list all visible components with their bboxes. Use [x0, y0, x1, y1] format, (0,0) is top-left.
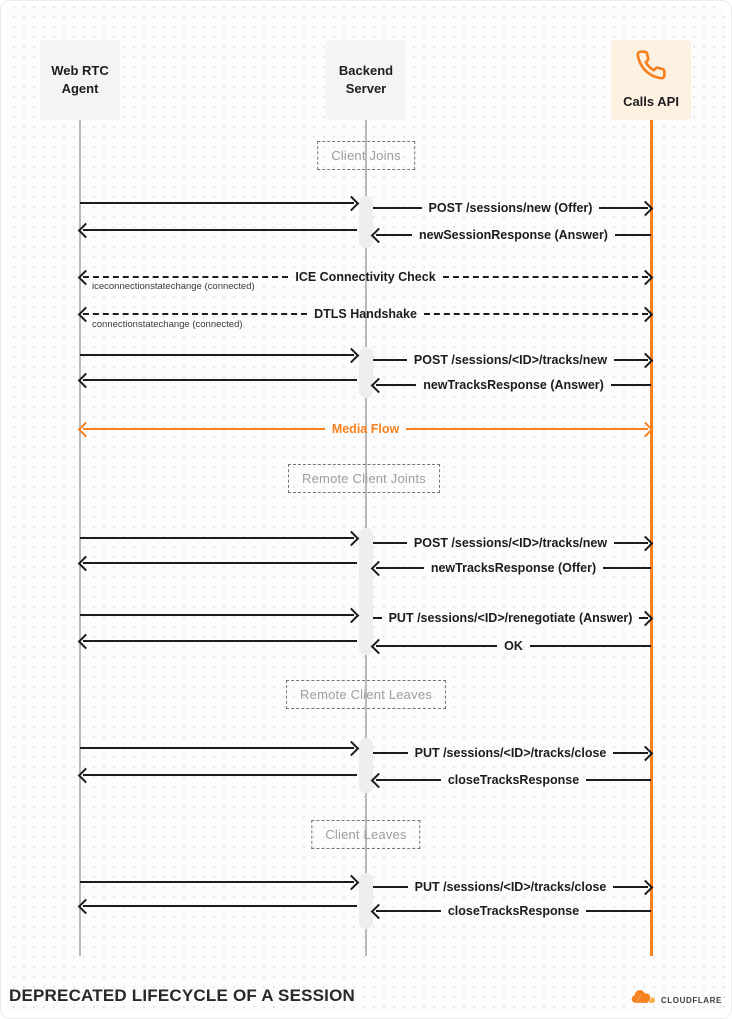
message-arrow-segment: closeTracksResponse [370, 770, 652, 790]
activation-bar [359, 528, 373, 655]
arrowhead-right-icon [637, 610, 654, 626]
arrowhead-left-icon [77, 372, 94, 388]
cloudflare-logo-icon [630, 990, 657, 1010]
message-arrow-segment [80, 738, 360, 758]
actor-backend-server: Backend Server [326, 40, 406, 120]
cloudflare-brand: CLOUDFLARE [630, 990, 722, 1010]
arrowhead-right-icon [637, 879, 654, 895]
arrowhead-right-icon [637, 421, 654, 437]
message-arrow-segment [80, 345, 360, 365]
arrowhead-left-icon [77, 222, 94, 238]
message-label: POST /sessions/<ID>/tracks/new [413, 536, 608, 550]
message-label: DTLS Handshake [314, 307, 417, 321]
message-label: PUT /sessions/<ID>/renegotiate (Answer) [388, 611, 633, 625]
message-label: PUT /sessions/<ID>/tracks/close [414, 880, 607, 894]
arrowhead-left-icon [370, 772, 387, 788]
message-arrow-segment [77, 553, 357, 573]
arrowhead-right-icon [343, 607, 360, 623]
section-remote-client-joints: Remote Client Joints [288, 464, 440, 493]
message-label: newTracksResponse (Offer) [430, 561, 597, 575]
message-arrow-segment: POST /sessions/<ID>/tracks/new [373, 350, 654, 370]
message-label: OK [504, 639, 523, 653]
arrowhead-right-icon [343, 347, 360, 363]
arrowhead-right-icon [637, 535, 654, 551]
message-label: POST /sessions/<ID>/tracks/new [413, 353, 608, 367]
section-remote-client-leaves: Remote Client Leaves [286, 680, 446, 709]
arrowhead-right-icon [343, 195, 360, 211]
message-arrow-segment: newSessionResponse (Answer) [370, 225, 652, 245]
message-arrow-segment [80, 193, 360, 213]
message-label: closeTracksResponse [447, 904, 580, 918]
arrowhead-right-icon [343, 740, 360, 756]
message-label: Media Flow [331, 422, 400, 436]
arrowhead-right-icon [637, 745, 654, 761]
arrowhead-left-icon [77, 767, 94, 783]
message-label: newSessionResponse (Answer) [419, 228, 608, 242]
arrowhead-left-icon [370, 227, 387, 243]
arrowhead-left-icon [77, 269, 94, 285]
activation-bar [359, 873, 373, 929]
arrowhead-left-icon [77, 306, 94, 322]
message-label: closeTracksResponse [447, 773, 580, 787]
message-arrow-segment: newTracksResponse (Offer) [370, 558, 651, 578]
message-note: iceconnectionstatechange (connected) [92, 281, 255, 292]
actor-calls-api: Calls API [611, 40, 691, 120]
arrowhead-right-icon [343, 530, 360, 546]
actor-label: Web RTC Agent [51, 63, 109, 96]
message-note: connectionstatechange (connected) [92, 319, 243, 330]
arrowhead-left-icon [370, 377, 387, 393]
message-arrow-segment: newTracksResponse (Answer) [370, 375, 651, 395]
media-flow-arrow: Media Flow [77, 419, 654, 439]
arrowhead-right-icon [637, 200, 654, 216]
message-arrow-segment [77, 220, 357, 240]
message-arrow-segment [77, 370, 357, 390]
message-arrow-segment: POST /sessions/<ID>/tracks/new [373, 533, 654, 553]
message-label: ICE Connectivity Check [295, 270, 436, 284]
arrowhead-right-icon [637, 306, 654, 322]
message-arrow-segment [80, 872, 360, 892]
message-label: newTracksResponse (Answer) [423, 378, 604, 392]
diagram-title: DEPRECATED LIFECYCLE OF A SESSION [9, 986, 356, 1005]
message-arrow-segment [77, 631, 357, 651]
message-arrow-segment: PUT /sessions/<ID>/tracks/close [373, 877, 654, 897]
message-arrow-segment [77, 896, 357, 916]
arrowhead-right-icon [637, 352, 654, 368]
actor-webrtc-agent: Web RTC Agent [40, 40, 120, 120]
activation-bar [359, 738, 373, 793]
arrowhead-left-icon [77, 555, 94, 571]
arrowhead-left-icon [370, 638, 387, 654]
activation-bar [359, 347, 373, 398]
lifeline-calls-api [650, 119, 653, 956]
message-arrow-segment [77, 765, 357, 785]
message-arrow-segment: DTLS Handshake [77, 304, 654, 324]
message-arrow-segment: OK [370, 636, 651, 656]
message-label: POST /sessions/new (Offer) [428, 201, 593, 215]
message-arrow-segment: PUT /sessions/<ID>/renegotiate (Answer) [373, 608, 654, 628]
message-arrow-segment: ICE Connectivity Check [77, 267, 654, 287]
section-client-joins: Client Joins [317, 141, 415, 170]
arrowhead-right-icon [343, 874, 360, 890]
message-arrow-segment [80, 605, 360, 625]
activation-bar [359, 196, 373, 248]
message-arrow-segment [80, 528, 360, 548]
arrowhead-right-icon [637, 269, 654, 285]
actor-label: Backend Server [338, 63, 394, 96]
actor-label: Calls API [623, 94, 679, 109]
brand-label: CLOUDFLARE [660, 995, 722, 1005]
message-label: PUT /sessions/<ID>/tracks/close [414, 746, 607, 760]
message-arrow-segment: PUT /sessions/<ID>/tracks/close [373, 743, 654, 763]
arrowhead-left-icon [77, 421, 94, 437]
phone-icon [635, 49, 667, 86]
arrowhead-left-icon [370, 560, 387, 576]
message-arrow-segment: closeTracksResponse [370, 901, 652, 921]
arrowhead-left-icon [77, 633, 94, 649]
arrowhead-left-icon [370, 903, 387, 919]
section-client-leaves: Client Leaves [311, 820, 421, 849]
message-arrow-segment: POST /sessions/new (Offer) [373, 198, 654, 218]
arrowhead-left-icon [77, 898, 94, 914]
